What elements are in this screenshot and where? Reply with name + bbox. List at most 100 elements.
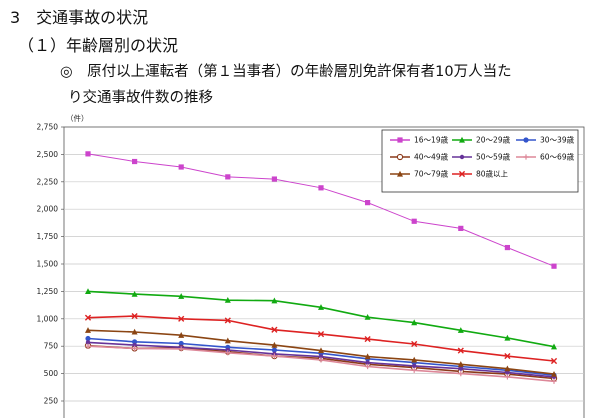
- data-point: [412, 363, 417, 369]
- data-point: [84, 314, 92, 321]
- data-point: [457, 327, 464, 333]
- y-tick-label: 1,000: [37, 314, 59, 323]
- data-point: [225, 347, 230, 353]
- legend-marker: [523, 137, 529, 143]
- data-point: [411, 356, 418, 363]
- legend-label: 50～59歳: [476, 152, 511, 162]
- data-point: [85, 335, 91, 342]
- data-point: [504, 365, 511, 372]
- data-point: [132, 345, 138, 351]
- data-point: [364, 313, 371, 320]
- data-point: [457, 347, 464, 354]
- data-point: [271, 326, 278, 333]
- y-tick-label: 2,500: [37, 150, 59, 159]
- y-tick-label: 250: [44, 397, 59, 406]
- y-tick-label: 2,750: [37, 123, 59, 132]
- data-point: [365, 363, 371, 370]
- data-point: [365, 360, 370, 365]
- legend-label: 16～19歳: [414, 135, 449, 145]
- subsection-heading: （１）年齢層別の状況: [18, 36, 179, 55]
- data-point: [224, 296, 231, 303]
- data-point: [225, 174, 231, 180]
- data-point: [224, 337, 231, 344]
- legend-marker: [523, 154, 529, 160]
- data-point: [551, 263, 557, 269]
- data-point: [271, 347, 277, 353]
- data-point: [458, 366, 463, 371]
- data-point: [504, 352, 511, 360]
- data-point: [551, 378, 557, 384]
- data-point: [132, 158, 138, 165]
- data-point: [318, 304, 324, 310]
- data-point: [85, 288, 91, 294]
- y-tick-label: 1,750: [37, 232, 59, 241]
- data-point: [411, 340, 418, 348]
- legend-marker: [397, 137, 403, 143]
- data-point: [178, 315, 185, 322]
- data-point: [551, 343, 557, 350]
- legend-marker: [396, 153, 404, 161]
- data-point: [411, 319, 418, 326]
- data-point: [178, 332, 185, 338]
- y-tick-label: 500: [44, 369, 59, 378]
- data-point: [178, 346, 184, 352]
- data-point: [271, 341, 278, 348]
- data-point: [85, 151, 91, 157]
- data-point: [132, 339, 138, 345]
- data-point: [364, 353, 371, 360]
- data-point: [178, 340, 184, 347]
- y-tick-label: 1,500: [37, 260, 59, 269]
- data-point: [365, 200, 371, 206]
- data-point: [178, 164, 184, 170]
- legend-label: 70～79歳: [414, 169, 449, 179]
- data-point: [224, 317, 231, 324]
- data-point: [271, 176, 277, 182]
- legend-label: 60～69歳: [540, 152, 575, 162]
- data-point: [317, 331, 325, 338]
- data-point: [504, 374, 510, 380]
- legend-marker: [459, 154, 465, 160]
- data-point: [411, 218, 417, 224]
- data-point: [457, 361, 464, 367]
- chart-description-line1: ◎ 原付以上運転者（第１当事者）の年齢層別免許保有者10万人当た: [60, 64, 512, 80]
- plot-area: [63, 126, 585, 418]
- data-point: [85, 327, 91, 333]
- y-unit-label: （件）: [66, 113, 89, 123]
- data-point: [225, 350, 231, 356]
- data-point: [271, 297, 278, 304]
- section-heading: 3 交通事故の状況: [10, 8, 149, 27]
- data-point: [318, 347, 324, 354]
- data-point: [550, 357, 558, 365]
- legend-marker: [459, 136, 465, 143]
- data-point: [551, 370, 557, 377]
- legend-label: 20～29歳: [476, 135, 511, 145]
- legend-box: [381, 129, 579, 193]
- data-point: [132, 342, 137, 348]
- data-point: [504, 334, 511, 341]
- data-point: [458, 371, 464, 377]
- data-point: [318, 354, 324, 359]
- data-point: [131, 290, 138, 297]
- chart-description-line2: り交通事故件数の推移: [68, 90, 213, 106]
- y-tick-label: 2,000: [37, 205, 59, 214]
- y-tick-label: 1,250: [37, 287, 59, 296]
- legend-marker: [397, 170, 403, 177]
- data-point: [271, 353, 277, 359]
- y-tick-label: 750: [44, 342, 59, 351]
- data-point: [411, 367, 417, 373]
- data-point: [318, 185, 324, 191]
- data-point: [505, 370, 510, 375]
- data-point: [85, 340, 91, 345]
- data-point: [85, 343, 91, 349]
- data-point: [364, 335, 371, 343]
- y-tick-label: 2,250: [37, 177, 59, 186]
- data-point: [458, 225, 464, 231]
- data-point: [131, 312, 138, 320]
- data-point: [131, 328, 138, 335]
- data-point: [318, 357, 324, 363]
- data-point: [178, 293, 185, 299]
- legend-label: 30～39歳: [540, 135, 575, 145]
- legend-marker: [458, 170, 466, 178]
- legend-label: 40～49歳: [414, 152, 449, 162]
